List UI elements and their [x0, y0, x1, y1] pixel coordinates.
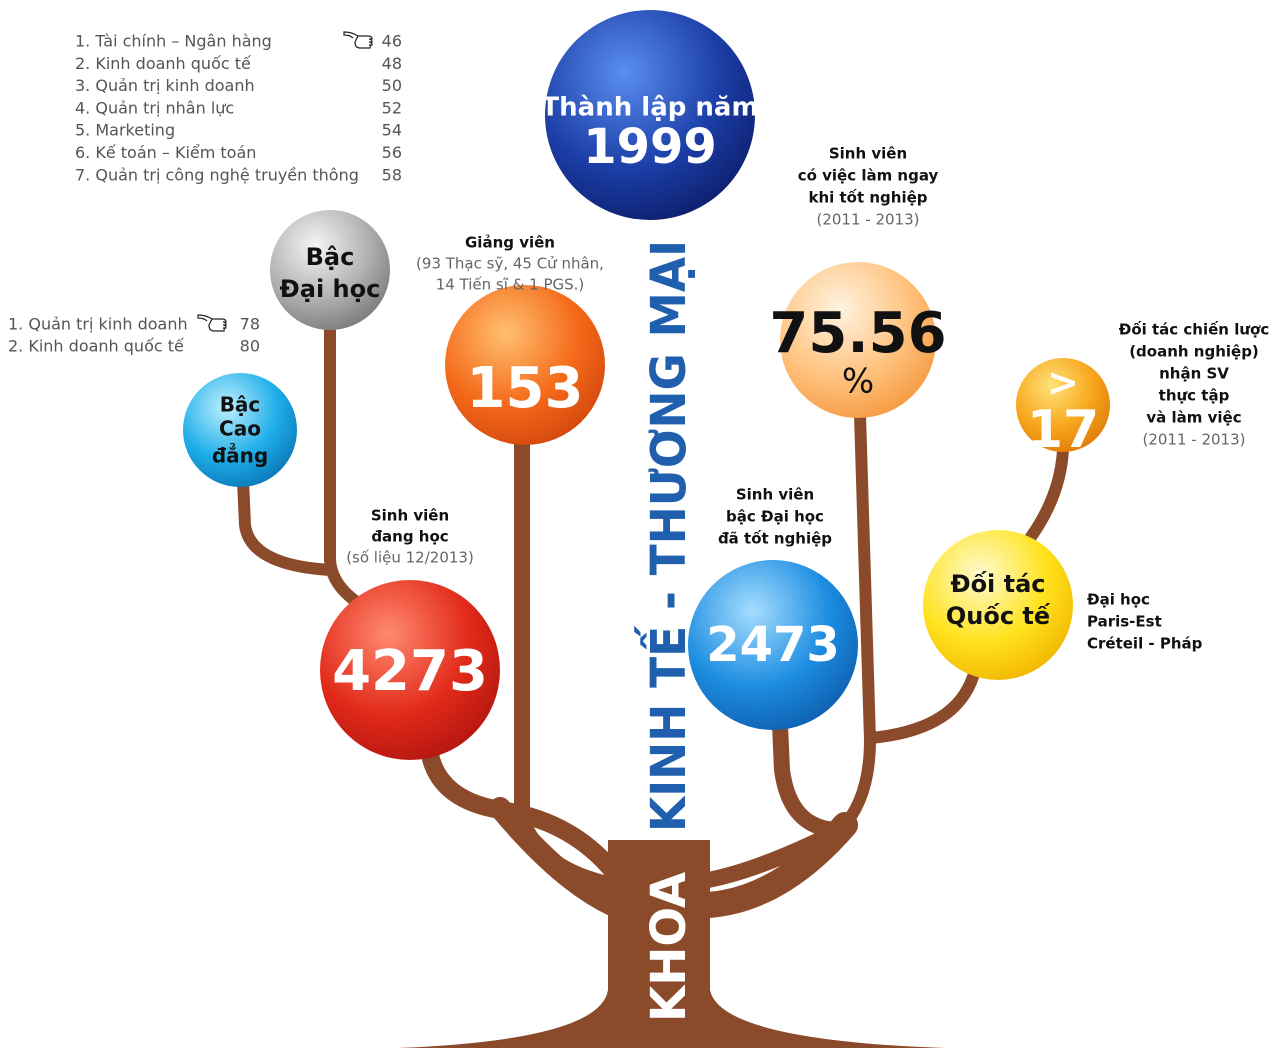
hand-icon: [344, 32, 372, 48]
caption: đang học: [371, 528, 448, 546]
program-name: 5. Marketing: [75, 121, 175, 140]
bubble-text: %: [842, 362, 874, 402]
program-name: 4. Quản trị nhân lực: [75, 98, 234, 117]
caption: nhận SV: [1159, 365, 1229, 383]
program-name: 1. Tài chính – Ngân hàng: [75, 32, 272, 51]
bubble-text: Đối tác: [950, 570, 1045, 598]
program-name: 6. Kế toán – Kiểm toán: [75, 143, 256, 162]
caption: Sinh viên: [829, 145, 907, 163]
bubble-text: 2473: [706, 617, 840, 673]
bubble-text: Bậc: [306, 243, 355, 271]
program-page: 50: [382, 76, 402, 95]
program-name: 3. Quản trị kinh doanh: [75, 76, 255, 95]
program-page: 46: [382, 32, 402, 51]
caption: và làm việc: [1146, 409, 1241, 427]
program-name: 7. Quản trị công nghệ truyền thông: [75, 165, 359, 184]
caption: Paris-Est: [1087, 613, 1162, 631]
bubble-text: 17: [1027, 400, 1099, 460]
program-page: 52: [382, 98, 402, 117]
caption-note: (2011 - 2013): [1142, 431, 1245, 449]
bubble-text: 1999: [583, 119, 717, 175]
caption: Đối tác chiến lược: [1119, 320, 1269, 339]
bubble-text: đẳng: [212, 444, 268, 468]
bubble-text: >: [1047, 361, 1079, 405]
program-page: 56: [382, 143, 402, 162]
caption: Créteil - Pháp: [1087, 635, 1203, 653]
bubble-text: Thành lập năm: [541, 93, 758, 123]
caption-note: 14 Tiến sĩ & 1 PGS.): [436, 276, 585, 294]
caption: (doanh nghiệp): [1129, 343, 1259, 361]
hand-icon: [198, 315, 226, 331]
bubble-text: 153: [467, 356, 584, 421]
caption-note: (2011 - 2013): [816, 211, 919, 229]
program-page: 80: [240, 337, 260, 356]
program-name: 1. Quản trị kinh doanh: [8, 315, 188, 334]
caption-note: (số liệu 12/2013): [346, 549, 474, 567]
bubble-text: Cao: [219, 417, 261, 441]
caption: có việc làm ngay: [798, 167, 939, 185]
caption: Giảng viên: [465, 234, 555, 252]
bubble-text: 4273: [332, 639, 488, 704]
caption: khi tốt nghiệp: [808, 188, 927, 207]
trunk-name: KINH TẾ - THƯƠNG MẠI: [634, 240, 697, 832]
program-page: 58: [382, 165, 402, 184]
caption: đã tốt nghiệp: [718, 529, 832, 548]
caption: Đại học: [1087, 591, 1150, 609]
caption: bậc Đại học: [726, 508, 824, 526]
infographic: 1. Tài chính – Ngân hàng 46 2. Kinh doanh …: [0, 0, 1273, 1053]
caption-note: (93 Thạc sỹ, 45 Cử nhân,: [416, 255, 604, 273]
bubble-text: Đại học: [280, 275, 381, 303]
program-name: 2. Kinh doanh quốc tế: [75, 54, 251, 73]
caption: thực tập: [1159, 387, 1230, 405]
program-page: 48: [382, 54, 402, 73]
program-page: 54: [382, 121, 402, 140]
trunk-khoa: KHOA: [641, 872, 697, 1022]
bubble-text: 75.56: [769, 301, 946, 366]
caption: Sinh viên: [371, 507, 449, 525]
program-page: 78: [240, 315, 260, 334]
bubble-text: Bậc: [220, 393, 261, 417]
bubble-text: Quốc tế: [946, 602, 1051, 630]
caption: Sinh viên: [736, 486, 814, 504]
program-name: 2. Kinh doanh quốc tế: [8, 337, 184, 356]
